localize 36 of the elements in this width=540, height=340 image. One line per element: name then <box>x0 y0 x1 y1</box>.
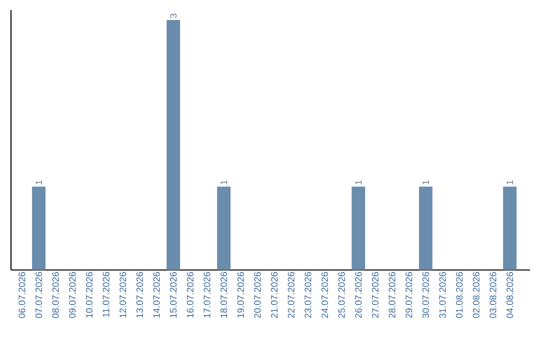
data-label: 1 <box>422 180 429 184</box>
x-tick-label: 10.07.2026 <box>86 272 93 318</box>
x-tick-label: 07.07.2026 <box>35 272 42 318</box>
x-tick-label: 25.07.2026 <box>338 272 345 318</box>
x-tick-label: 04.08.2026 <box>506 272 514 318</box>
x-tick-label: 15.07.2026 <box>170 272 177 318</box>
x-tick-label: 23.07.2026 <box>304 272 312 318</box>
x-tick-label: 27.07.2026 <box>372 272 379 318</box>
x-tick-label: 12.07.2026 <box>120 272 126 318</box>
x-tick-label: 18.07.2026 <box>220 272 228 318</box>
x-tick-label: 20.07.2026 <box>254 272 261 318</box>
data-label: 3 <box>170 14 177 18</box>
x-tick-label: 02.08.2026 <box>472 272 480 318</box>
x-tick-label: 16.07.2026 <box>186 272 194 318</box>
data-label: 1 <box>220 180 228 184</box>
x-tick-label: 08.07.2026 <box>52 272 59 318</box>
data-label: 1 <box>355 180 362 184</box>
x-tick-label: 01.08.2026 <box>456 272 463 318</box>
x-tick-label: 26.07.2026 <box>355 272 362 318</box>
x-tick-label: 13.07.2026 <box>136 272 143 318</box>
x-tick-label: 21.07.2026 <box>270 272 278 318</box>
x-tick-label: 19.07.2026 <box>237 272 244 318</box>
x-tick-label: 11.07.2026 <box>102 272 110 317</box>
data-label: 1 <box>36 180 42 184</box>
x-tick-label: 24.07.2026 <box>321 272 328 318</box>
x-tick-label: 22.07.2026 <box>288 272 294 318</box>
data-label: 1 <box>506 180 514 184</box>
x-tick-label: 03.08.2026 <box>490 272 496 318</box>
x-tick-label: 17.07.2026 <box>204 272 210 318</box>
x-tick-label: 29.07.2026 <box>406 272 412 318</box>
x-tick-label: 30.07.2026 <box>422 272 429 318</box>
x-tick-label: 06.07.2026 <box>18 272 26 318</box>
x-tick-label: 09.07.2026 <box>69 272 76 318</box>
x-tick-label: 14.07.2026 <box>153 272 160 318</box>
x-tick-label: 28.07.2026 <box>388 272 396 318</box>
x-tick-label: 31.07.2026 <box>439 272 446 318</box>
